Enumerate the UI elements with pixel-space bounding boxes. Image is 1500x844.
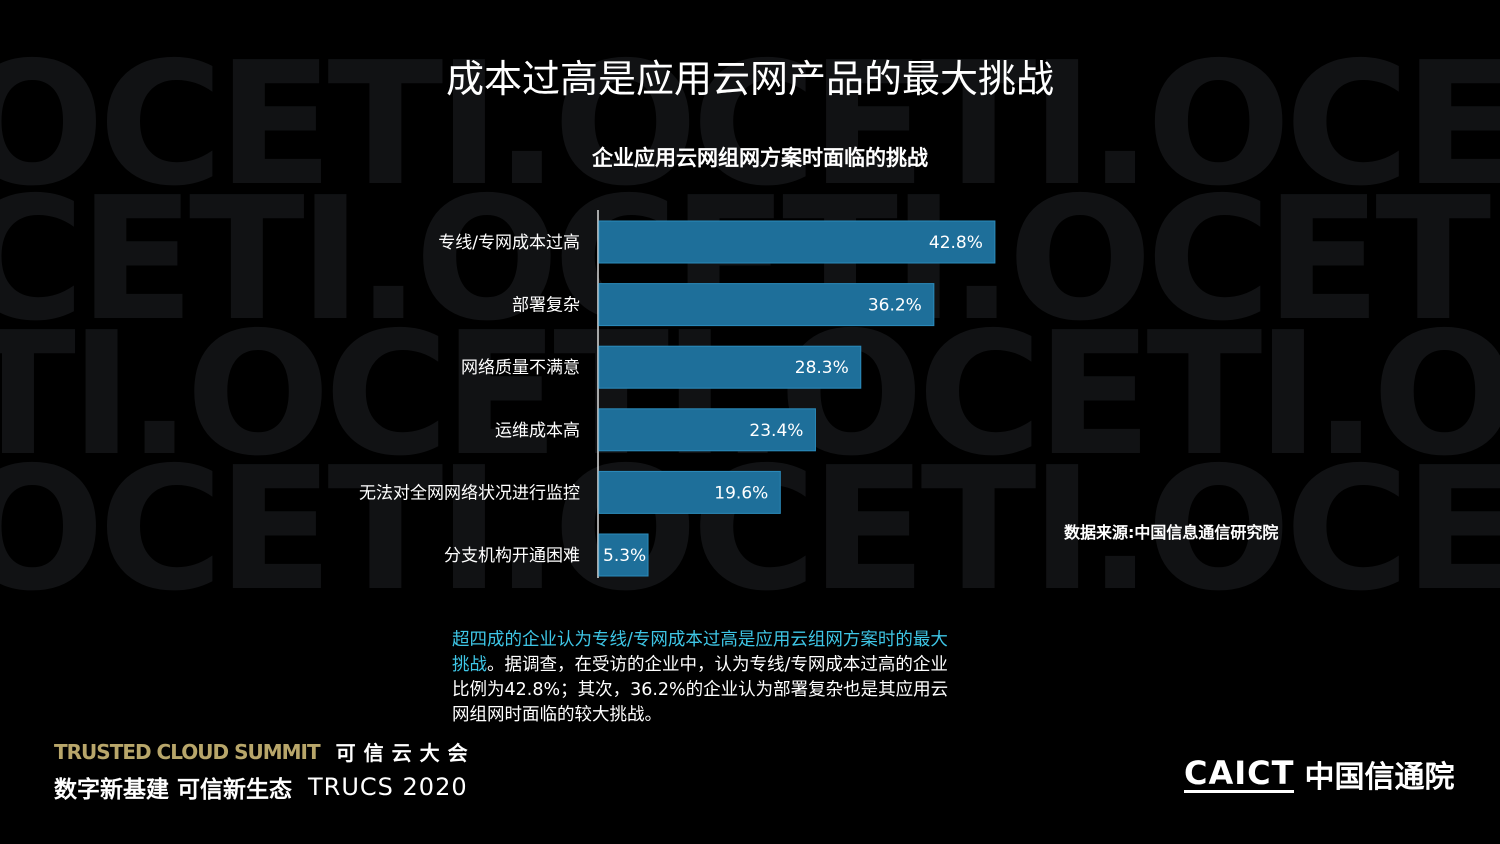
category-label: 运维成本高 (495, 421, 580, 441)
data-label: 36.2% (868, 296, 922, 316)
caict-logo-cn: 中国信通院 (1304, 760, 1455, 795)
bar-chart: 专线/专网成本过高 42.8% 部署复杂 36.2% 网络质量不满意 28.3% 运维成本高… (359, 210, 996, 578)
bar (598, 533, 649, 577)
summit-brand: TRUSTED CLOUD SUMMIT 可信云大会 数字新基建 可信新生态 T… (54, 737, 476, 804)
source-note: 数据来源:中国信息通信研究院 (1064, 523, 1279, 542)
caict-logo-en: CAICT (1184, 753, 1295, 793)
insight-highlight: 超四成的企业认为专线/专网成本过高是应用云组网方案时的最大挑战 (452, 630, 948, 675)
data-label: 5.3% (603, 546, 646, 566)
summit-name-en: TRUSTED CLOUD SUMMIT (54, 739, 321, 764)
bar (598, 470, 781, 514)
insight-paragraph: 超四成的企业认为专线/专网成本过高是应用云组网方案时的最大挑战。据调查，在受访的… (452, 628, 962, 728)
chart-title: 企业应用云网组网方案时面临的挑战 (592, 146, 928, 170)
summit-slogan: 数字新基建 可信新生态 (54, 777, 293, 803)
data-label: 23.4% (749, 421, 803, 441)
insight-body: 。据调查，在受访的企业中，认为专线/专网成本过高的企业比例为42.8%；其次，3… (452, 655, 949, 725)
bar (598, 345, 862, 389)
category-label: 网络质量不满意 (461, 358, 580, 378)
data-label: 28.3% (795, 358, 849, 378)
summit-event: TRUCS 2020 (308, 773, 468, 801)
category-label: 分支机构开通困难 (444, 546, 580, 566)
data-label: 42.8% (929, 233, 983, 253)
bar (598, 220, 996, 264)
bar (598, 283, 935, 327)
slide-title: 成本过高是应用云网产品的最大挑战 (445, 57, 1054, 101)
caict-logo: CAICT 中国信通院 (1184, 752, 1454, 796)
bar (598, 408, 816, 452)
category-label: 部署复杂 (512, 296, 580, 316)
data-label: 19.6% (714, 483, 768, 503)
category-label: 专线/专网成本过高 (438, 233, 580, 253)
category-label: 无法对全网网络状况进行监控 (359, 483, 580, 503)
summit-name-cn: 可信云大会 (335, 741, 476, 765)
